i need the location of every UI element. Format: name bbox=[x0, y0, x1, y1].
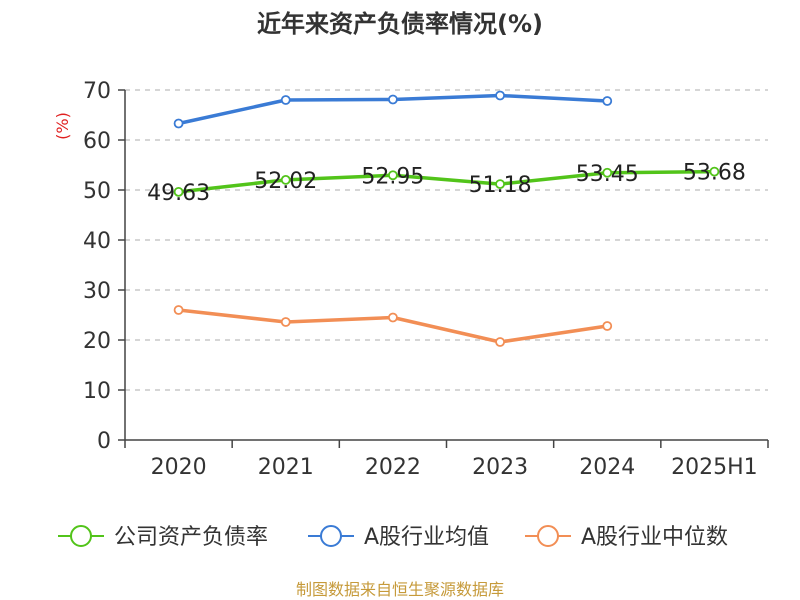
data-point bbox=[280, 317, 291, 327]
chart-title: 近年来资产负债率情况(%) bbox=[257, 10, 543, 38]
legend-label: A股行业均值 bbox=[364, 525, 489, 550]
legend-marker bbox=[320, 525, 342, 547]
data-point bbox=[173, 305, 184, 315]
data-point bbox=[495, 179, 505, 190]
data-point bbox=[173, 118, 184, 129]
source-note: 制图数据来自恒生聚源数据库 bbox=[296, 580, 504, 599]
y-tick-label: 50 bbox=[83, 179, 111, 204]
y-tick-label: 70 bbox=[83, 79, 111, 104]
y-tick-label: 30 bbox=[83, 279, 111, 304]
data-label: 52.02 bbox=[254, 169, 317, 194]
gridlines bbox=[125, 89, 768, 391]
data-point bbox=[173, 186, 184, 197]
data-label: 49.63 bbox=[147, 181, 210, 206]
data-point bbox=[602, 167, 613, 178]
x-tick-label: 2024 bbox=[579, 455, 635, 480]
data-point bbox=[388, 312, 398, 323]
data-label: 51.18 bbox=[469, 173, 532, 198]
data-point bbox=[602, 96, 613, 106]
y-tick-label: 10 bbox=[83, 379, 111, 404]
y-tick-label: 60 bbox=[83, 129, 111, 154]
y-tick-label: 20 bbox=[83, 329, 111, 354]
data-point bbox=[709, 166, 720, 177]
data-point bbox=[388, 94, 398, 105]
x-tick-label: 2022 bbox=[365, 455, 421, 480]
data-point bbox=[495, 337, 505, 347]
x-tick-label: 2021 bbox=[258, 455, 314, 480]
data-label: 52.95 bbox=[361, 164, 424, 189]
x-tick-label: 2025H1 bbox=[671, 455, 758, 480]
series-line bbox=[178, 169, 715, 194]
y-tick-label: 40 bbox=[83, 229, 111, 254]
legend-marker bbox=[70, 525, 92, 547]
data-label: 53.45 bbox=[576, 162, 639, 187]
series-lines bbox=[173, 90, 720, 347]
data-point bbox=[495, 90, 505, 101]
data-point bbox=[280, 174, 291, 185]
data-labels: 49.63 52.02 52.95 51.18 53.45 53.68 bbox=[147, 161, 746, 206]
legend-label: 公司资产负债率 bbox=[114, 525, 268, 550]
y-tick-label: 0 bbox=[97, 429, 111, 454]
legend-label: A股行业中位数 bbox=[581, 525, 728, 550]
legend: 公司资产负债率 A股行业均值 A股行业中位数 bbox=[58, 525, 728, 550]
y-axis-label: (%) bbox=[53, 112, 72, 140]
data-point bbox=[388, 170, 398, 181]
axes: 0 10 20 30 40 50 60 70 2020 2021 2022 2023 2024 2025H… bbox=[83, 79, 769, 480]
data-label: 53.68 bbox=[683, 161, 746, 186]
legend-marker bbox=[537, 525, 559, 547]
x-tick-label: 2023 bbox=[472, 455, 528, 480]
x-tick-label: 2020 bbox=[151, 455, 207, 480]
data-point bbox=[602, 321, 613, 331]
data-point bbox=[280, 95, 291, 105]
